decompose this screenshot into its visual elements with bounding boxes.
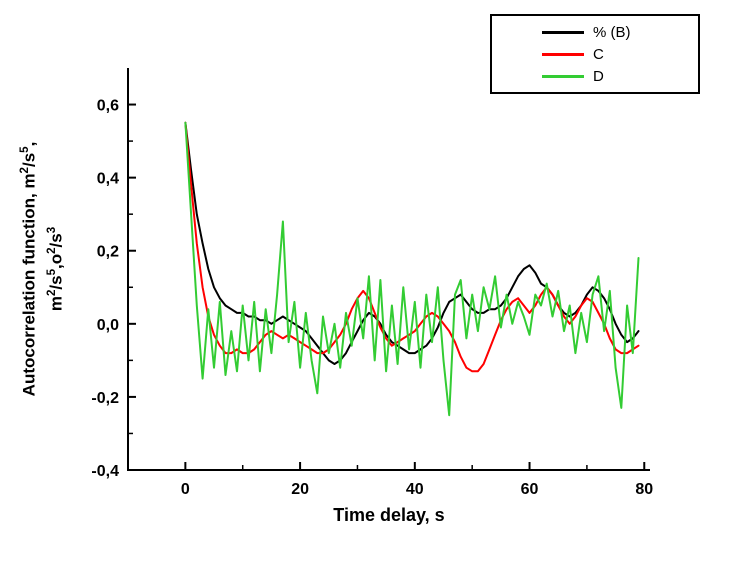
legend-line-swatch [542, 52, 584, 56]
legend: % (B) C D [490, 14, 700, 94]
x-tick-label: 40 [406, 481, 424, 498]
y-tick-label: 0,0 [97, 317, 119, 334]
series-line-0 [184, 121, 640, 365]
legend-line-swatch [542, 30, 584, 34]
y-tick-label: -0,2 [91, 390, 119, 407]
legend-entry-1: C [542, 43, 698, 65]
y-axis-label-line2: m2/s5,o2/s3 [45, 226, 66, 312]
legend-entry-label: % (B) [593, 23, 631, 41]
y-tick-label: 0,4 [97, 171, 119, 188]
legend-line-swatch [542, 74, 584, 78]
y-tick-label: 0,6 [97, 98, 119, 115]
x-tick-label: 80 [635, 481, 653, 498]
x-tick-label: 20 [291, 481, 309, 498]
legend-entry-0: % (B) [542, 21, 698, 43]
x-axis-label: Time delay, s [333, 505, 445, 525]
legend-entry-label: C [593, 45, 604, 63]
series-line-2 [184, 121, 640, 417]
y-tick-label: -0,4 [91, 463, 119, 480]
x-tick-label: 60 [521, 481, 539, 498]
y-tick-label: 0,2 [97, 244, 119, 261]
y-axis-label-line1: Autocorrelation function, m2/s5, [19, 141, 39, 397]
x-tick-label: 0 [181, 481, 190, 498]
legend-entry-2: D [542, 65, 698, 87]
legend-entry-label: D [593, 67, 604, 85]
y-axis-label: Autocorrelation function, m2/s5, m2/s5,o… [14, 49, 65, 489]
